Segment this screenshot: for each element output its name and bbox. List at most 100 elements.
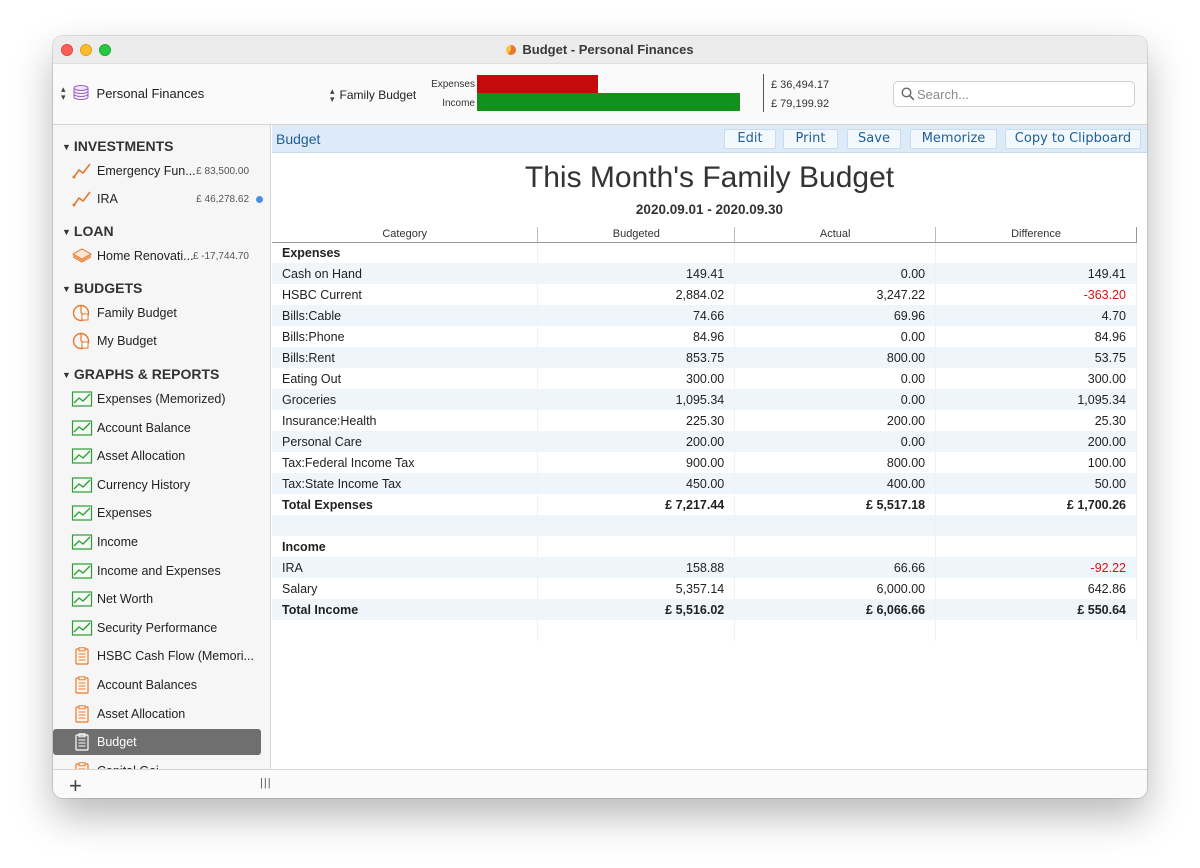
sidebar-item-my-budget[interactable]: My Budget — [53, 328, 261, 354]
sidebar-item-label: Net Worth — [97, 592, 154, 607]
report-pane: Budget Edit Print Save Memorize Copy to … — [272, 125, 1147, 769]
table-cell: Bills:Rent — [272, 347, 539, 368]
section-header-investments[interactable]: ▼ INVESTMENTS — [62, 138, 174, 154]
table-cell: 200.00 — [537, 431, 736, 452]
table-cell: 100.00 — [935, 452, 1137, 473]
table-cell: Tax:State Income Tax — [272, 473, 539, 494]
disclosure-triangle-icon: ▼ — [62, 284, 71, 294]
zoom-window-button[interactable] — [99, 44, 111, 56]
title-bar: Budget - Personal Finances — [53, 36, 1147, 64]
table-blank-row — [272, 515, 1137, 536]
sidebar-item-family-budget[interactable]: Family Budget — [53, 300, 261, 326]
table-cell: 0.00 — [734, 431, 937, 452]
table-row: Tax:Federal Income Tax 900.00 800.00 100.00 — [272, 452, 1137, 473]
search-input[interactable] — [917, 85, 1127, 103]
sidebar-report-item-10[interactable]: Account Balances — [53, 672, 261, 698]
table-row: Bills:Cable 74.66 69.96 4.70 — [272, 305, 1137, 326]
sidebar-item-label: Asset Allocation — [97, 449, 186, 464]
sidebar-report-item-5[interactable]: Income — [53, 529, 261, 555]
income-bar-value: £ 79,199.92 — [771, 98, 830, 110]
table-row: Bills:Rent 853.75 800.00 53.75 — [272, 347, 1137, 368]
sidebar-report-item-9[interactable]: HSBC Cash Flow (Memori... — [53, 643, 261, 669]
table-cell: 25.30 — [935, 410, 1137, 431]
updown-chevron-icon: ▴ ▾ — [330, 86, 335, 104]
sidebar-item-home-renovation[interactable]: Home Renovati... £ -17,744.70 — [53, 243, 261, 269]
minimize-window-button[interactable] — [80, 44, 92, 56]
graph-icon — [71, 419, 93, 436]
sidebar-item-label: My Budget — [97, 334, 157, 348]
expenses-bar-value: £ 36,494.17 — [771, 79, 830, 91]
report-date-range: 2020.09.01 - 2020.09.30 — [635, 202, 784, 217]
search-field[interactable] — [893, 81, 1135, 107]
unread-dot-icon — [256, 196, 263, 203]
table-cell: Groceries — [272, 389, 539, 410]
table-cell: 74.66 — [537, 305, 736, 326]
window-title-text: Budget - Personal Finances — [522, 42, 694, 57]
income-bar — [477, 93, 740, 111]
investment-line-icon — [72, 163, 91, 179]
column-header-difference[interactable]: Difference — [935, 227, 1137, 243]
table-cell: £ 1,700.26 — [935, 494, 1137, 515]
sidebar-item-ira[interactable]: IRA £ 46,278.62 — [53, 186, 263, 212]
sidebar-item-label: Emergency Fun... — [97, 164, 196, 178]
sidebar-report-item-8[interactable]: Security Performance — [53, 615, 261, 641]
section-header-loan[interactable]: ▼ LOAN — [62, 223, 114, 239]
sidebar-item-label: Budget — [97, 735, 137, 750]
sidebar-report-item-1[interactable]: Account Balance — [53, 415, 261, 441]
sidebar-item-amount: £ -17,744.70 — [192, 250, 249, 262]
sidebar-report-item-12[interactable]: Budget — [53, 729, 261, 756]
edit-button[interactable]: Edit — [724, 129, 776, 149]
table-cell: 200.00 — [734, 410, 937, 431]
save-button[interactable]: Save — [847, 129, 901, 149]
section-header-graphs-reports[interactable]: ▼ GRAPHS & REPORTS — [62, 366, 219, 382]
sidebar-report-item-2[interactable]: Asset Allocation — [53, 443, 261, 469]
table-cell: -363.20 — [935, 284, 1137, 305]
table-cell: 800.00 — [734, 452, 937, 473]
resize-grip-icon[interactable]: ||| — [260, 777, 272, 789]
graph-icon — [71, 562, 93, 579]
table-cell: 225.30 — [537, 410, 736, 431]
section-title: GRAPHS & REPORTS — [73, 366, 220, 382]
table-cell: 0.00 — [734, 263, 937, 284]
column-header-budgeted[interactable]: Budgeted — [537, 227, 736, 243]
column-header-category[interactable]: Category — [272, 227, 539, 243]
table-cell: £ 5,516.02 — [537, 599, 736, 620]
memorize-button[interactable]: Memorize — [910, 129, 997, 149]
table-row: Bills:Phone 84.96 0.00 84.96 — [272, 326, 1137, 347]
account-selector[interactable]: ▴ ▾ Personal Finances — [61, 84, 204, 102]
table-cell: 66.66 — [734, 557, 937, 578]
table-cell: 300.00 — [537, 368, 736, 389]
section-header-budgets[interactable]: ▼ BUDGETS — [62, 280, 142, 296]
table-cell: 149.41 — [537, 263, 736, 284]
table-cell: £ 5,517.18 — [734, 494, 937, 515]
sidebar-report-item-6[interactable]: Income and Expenses — [53, 558, 261, 584]
sidebar-report-item-4[interactable]: Expenses — [53, 500, 261, 526]
budget-bar-values: £ 36,494.17 £ 79,199.92 — [771, 77, 829, 115]
sidebar-report-item-11[interactable]: Asset Allocation — [53, 701, 261, 727]
table-row: Total Income £ 5,516.02 £ 6,066.66 £ 550.64 — [272, 599, 1137, 620]
table-row: Cash on Hand 149.41 0.00 149.41 — [272, 263, 1137, 284]
sidebar-report-item-13[interactable]: Capital Gai... — [53, 758, 261, 769]
copy-to-clipboard-button[interactable]: Copy to Clipboard — [1005, 129, 1141, 149]
table-cell: 642.86 — [935, 578, 1137, 599]
table-cell: 149.41 — [935, 263, 1137, 284]
table-cell: 50.00 — [935, 473, 1137, 494]
graph-icon — [71, 477, 93, 493]
column-header-actual[interactable]: Actual — [734, 227, 937, 243]
sidebar-item-emergency-fund[interactable]: Emergency Fun... £ 83,500.00 — [53, 158, 261, 184]
close-window-button[interactable] — [61, 44, 73, 56]
table-cell: 0.00 — [734, 326, 937, 347]
sidebar-report-item-7[interactable]: Net Worth — [53, 586, 261, 612]
table-cell: £ 550.64 — [935, 599, 1137, 620]
disclosure-triangle-icon: ▼ — [62, 370, 71, 380]
budget-selector[interactable]: ▴ ▾ Family Budget — [330, 86, 416, 104]
app-icon — [506, 45, 517, 55]
sidebar-report-item-3[interactable]: Currency History — [53, 472, 261, 498]
add-icon[interactable]: + — [69, 773, 82, 798]
table-cell: Insurance:Health — [272, 410, 539, 431]
print-button[interactable]: Print — [783, 129, 838, 149]
sidebar: ▼ INVESTMENTS Emergency Fun... £ 83,500.0… — [53, 125, 271, 769]
app-window: Budget - Personal Finances ▴ ▾ Personal F… — [53, 36, 1147, 798]
sidebar-report-item-0[interactable]: Expenses (Memorized) — [53, 386, 261, 412]
sidebar-item-label: Account Balance — [97, 420, 191, 435]
